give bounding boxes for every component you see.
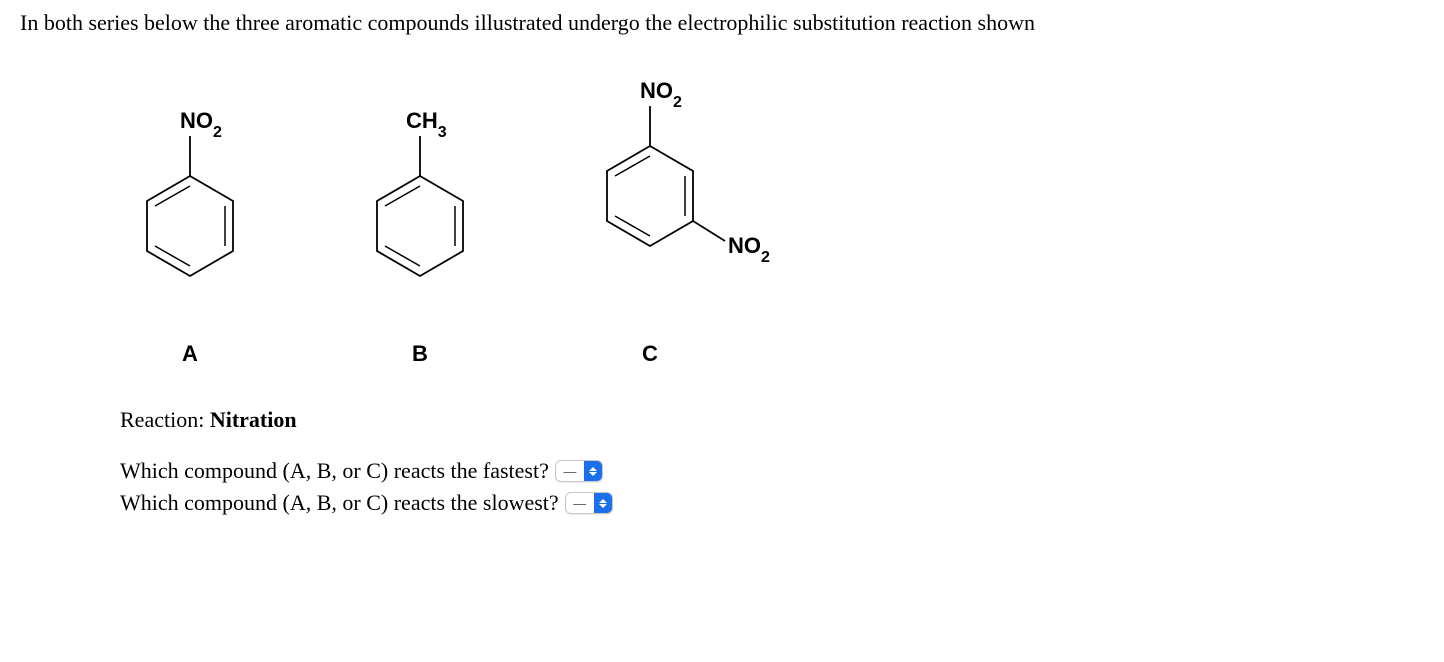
dropdown-slowest-value: — (566, 496, 594, 511)
compound-a-structure: NO2 (120, 106, 260, 316)
compound-b: CH3 B (350, 106, 490, 367)
compound-b-label: B (412, 341, 428, 367)
question-slowest-text: Which compound (A, B, or C) reacts the s… (120, 490, 559, 516)
compound-c: NO2 NO2 C (580, 76, 800, 367)
reaction-prefix: Reaction: (120, 407, 210, 432)
reaction-name: Nitration (210, 407, 297, 432)
dropdown-fastest-value: — (556, 464, 584, 479)
compound-a-label: A (182, 341, 198, 367)
question-fastest-text: Which compound (A, B, or C) reacts the f… (120, 458, 549, 484)
compound-c-label: C (642, 341, 658, 367)
reaction-line: Reaction: Nitration (120, 407, 1424, 433)
question-slowest-row: Which compound (A, B, or C) reacts the s… (120, 490, 1424, 516)
chevron-updown-icon (584, 460, 602, 482)
svg-text:NO2: NO2 (180, 108, 222, 141)
dropdown-slowest[interactable]: — (565, 492, 613, 514)
dropdown-fastest[interactable]: — (555, 460, 603, 482)
chevron-updown-icon (594, 492, 612, 514)
compound-c-structure: NO2 NO2 (580, 76, 800, 316)
svg-text:NO2: NO2 (728, 233, 770, 266)
question-fastest-row: Which compound (A, B, or C) reacts the f… (120, 458, 1424, 484)
compound-b-structure: CH3 (350, 106, 490, 316)
svg-text:CH3: CH3 (406, 108, 447, 141)
reaction-section: Reaction: Nitration Which compound (A, B… (120, 407, 1424, 516)
compounds-row: NO2 A CH3 B NO2 (120, 76, 1424, 367)
svg-text:NO2: NO2 (640, 78, 682, 111)
compound-a: NO2 A (120, 106, 260, 367)
instruction-text: In both series below the three aromatic … (20, 10, 1424, 36)
